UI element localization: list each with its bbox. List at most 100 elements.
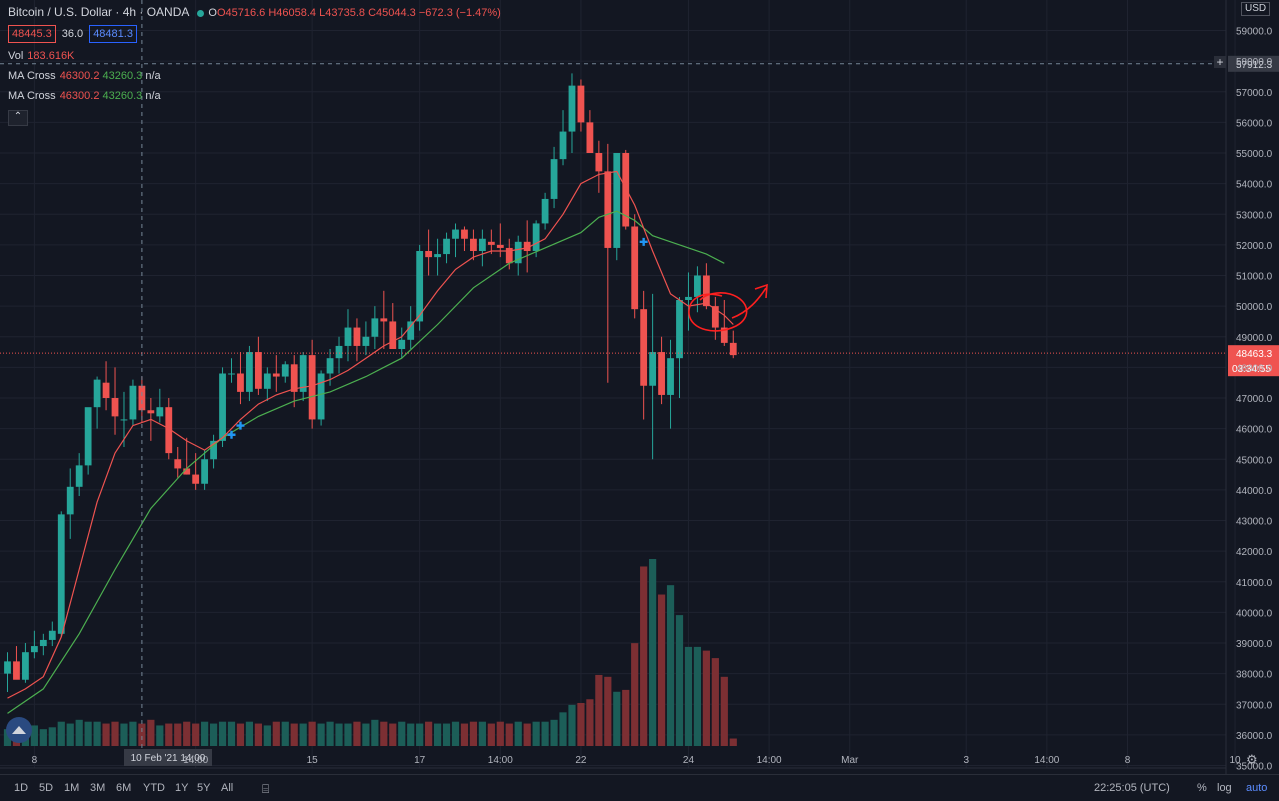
annotation-circle [688, 292, 748, 332]
range-1m-button[interactable]: 1M [64, 782, 80, 794]
currency-label[interactable]: USD [1241, 2, 1271, 16]
log-scale-button[interactable]: log [1217, 782, 1232, 794]
sell-price-button[interactable]: 48445.3 [8, 25, 56, 43]
utc-clock[interactable]: 22:25:05 (UTC) [1094, 782, 1170, 794]
candle-body [326, 358, 334, 374]
candle-body [30, 646, 38, 653]
range-1y-button[interactable]: 1Y [175, 782, 189, 794]
time-tick-label: 15 [307, 755, 319, 766]
candle-body [263, 373, 271, 389]
volume-bar [523, 723, 531, 746]
candle-body [102, 382, 110, 398]
market-status-icon [197, 9, 205, 17]
symbol-title[interactable]: Bitcoin / U.S. Dollar · 4h · OANDA [8, 5, 190, 19]
volume-bar [684, 646, 693, 746]
candle-body [317, 373, 325, 420]
volume-bar [120, 723, 128, 746]
candle-body [407, 321, 415, 340]
volume-bar [514, 721, 522, 746]
ma-cross-legend-1: MA Cross 46300.2 43260.3 n/a [8, 66, 501, 86]
candle-body [649, 352, 657, 386]
percent-scale-button[interactable]: % [1197, 782, 1207, 794]
price-tick-label: 59000.0 [1236, 27, 1273, 38]
volume-bar [568, 704, 576, 746]
candle-body [57, 514, 65, 634]
volume-bar [729, 738, 737, 746]
candle-body [470, 238, 477, 251]
volume-bar [613, 691, 621, 746]
range-ytd-button[interactable]: YTD [143, 782, 165, 794]
candle-body [631, 226, 639, 310]
low-value: L43735.8 [319, 7, 366, 19]
change-value: −672.3 (−1.47%) [418, 7, 501, 19]
candle-body [559, 131, 567, 160]
auto-scale-button[interactable]: auto [1246, 782, 1268, 794]
slow-ma-line [7, 210, 725, 714]
tradingview-logo-icon[interactable] [6, 717, 32, 743]
volume-bar [335, 723, 343, 746]
price-tick-label: 35000.0 [1236, 762, 1273, 773]
ma-cross-label[interactable]: MA Cross [8, 90, 56, 102]
candle-body [228, 373, 235, 375]
range-3m-button[interactable]: 3M [90, 782, 106, 794]
range-all-button[interactable]: All [221, 782, 234, 794]
price-tick-label: 45000.0 [1236, 455, 1273, 466]
legend-toggle-row: ⌃ [8, 106, 501, 126]
ma-cross-marker [639, 237, 648, 246]
volume-bar [138, 723, 146, 746]
candle-body [13, 661, 20, 680]
candle-body [586, 122, 594, 153]
range-5d-button[interactable]: 5D [39, 782, 54, 794]
price-tick-label: 48000.0 [1236, 363, 1273, 374]
price-tick-label: 54000.0 [1236, 180, 1273, 191]
volume-bar [254, 723, 262, 746]
candle-body [120, 419, 128, 421]
price-tick-label: 53000.0 [1236, 210, 1273, 221]
add-plus-icon[interactable]: + [1214, 56, 1226, 68]
countdown-label: 03:34:55 [1232, 364, 1271, 375]
ma-fast-value: 46300.2 [59, 90, 100, 102]
volume-bar [559, 712, 567, 746]
time-tick-label: 10 [1229, 755, 1241, 766]
vol-label[interactable]: Vol [8, 50, 24, 62]
date-range-calendar-icon[interactable]: ⌸ [262, 782, 270, 796]
candle-body [496, 244, 504, 248]
ohlc-values: OO45716.6 H46058.4 L43735.8 C45044.3 −67… [208, 7, 501, 19]
candle-body [398, 339, 406, 349]
volume-bar [48, 727, 56, 746]
candle-body [577, 85, 585, 123]
last-price-bg [1228, 345, 1279, 377]
volume-bar [371, 719, 379, 746]
high-value: H46058.4 [268, 7, 317, 19]
ma-cross-label[interactable]: MA Cross [8, 70, 56, 82]
candle-body [237, 373, 244, 392]
candle-body [281, 364, 289, 377]
gear-icon[interactable]: ⚙ [1246, 752, 1258, 767]
volume-bar [353, 721, 361, 746]
volume-bar [192, 723, 200, 746]
volume-bar [380, 721, 388, 746]
volume-bar [389, 723, 397, 746]
price-tick-label: 44000.0 [1236, 486, 1273, 497]
collapse-legend-icon[interactable]: ⌃ [8, 110, 28, 126]
crosshair-price-label: 57912.3 [1236, 60, 1273, 71]
candle-body [550, 159, 558, 199]
price-chart[interactable]: 57912.3 10 Feb '21 14:00 48463.3 03:34:55 3… [0, 0, 1279, 774]
volume-bar [236, 723, 245, 746]
buy-price-button[interactable]: 48481.3 [89, 25, 137, 43]
price-tick-label: 37000.0 [1236, 700, 1273, 711]
candle-body [138, 385, 146, 411]
candle-body [335, 345, 343, 359]
candle-body [192, 474, 200, 484]
chart-legend: Bitcoin / U.S. Dollar · 4h · OANDA OO4571… [8, 2, 501, 126]
candle-body [84, 407, 92, 466]
volume-bar [532, 721, 540, 746]
volume-bar [93, 721, 101, 746]
volume-bar [693, 646, 702, 746]
candle-body [604, 171, 612, 248]
range-6m-button[interactable]: 6M [116, 782, 132, 794]
volume-bar [577, 702, 585, 746]
range-5y-button[interactable]: 5Y [197, 782, 211, 794]
price-tick-label: 43000.0 [1236, 517, 1273, 528]
range-1d-button[interactable]: 1D [14, 782, 29, 794]
